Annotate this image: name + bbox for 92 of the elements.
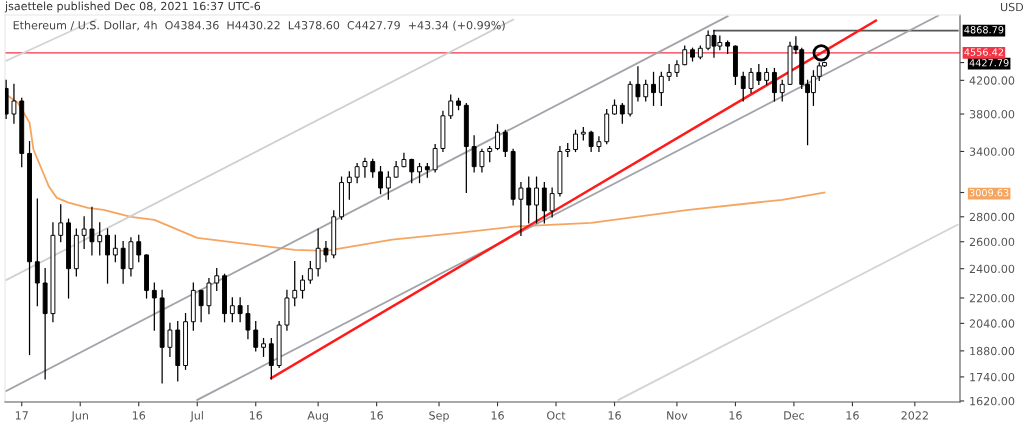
candlestick [346, 171, 352, 200]
y-axis-title: USD [1000, 2, 1024, 12]
y-tick-label: 4200.00 [969, 76, 1015, 85]
candlestick [502, 129, 508, 158]
candlestick [354, 162, 360, 184]
candlestick [748, 67, 754, 94]
candlestick [292, 261, 298, 307]
y-tick-label: 1880.00 [970, 346, 1015, 356]
candlestick [596, 136, 602, 153]
x-tick-label: 2022 [901, 411, 928, 420]
candlestick [112, 234, 118, 263]
y-tick-label: 3800.00 [969, 110, 1015, 119]
candlestick [378, 166, 383, 195]
data-label: 4868.79 [964, 26, 1004, 34]
candlestick [643, 79, 649, 102]
candlestick [471, 135, 477, 173]
candlestick [120, 241, 126, 284]
candlestick [534, 176, 539, 224]
x-tick-label: 16 [249, 411, 263, 420]
candlestick [136, 234, 142, 263]
y-tick-label: 2600.00 [969, 237, 1015, 247]
x-tick-label: 17 [15, 411, 28, 420]
candlestick [756, 64, 762, 85]
candlestick [518, 181, 524, 236]
x-tick-label: 16 [132, 411, 146, 420]
candlestick [206, 278, 212, 315]
candlestick [666, 64, 672, 81]
candlestick [448, 94, 454, 120]
y-tick-label: 2400.00 [969, 264, 1015, 274]
candlestick [526, 176, 532, 224]
candlestick [315, 228, 321, 277]
y-tick-label: 3400.00 [969, 147, 1015, 156]
candlestick [479, 148, 485, 173]
x-tick-label: Oct [547, 411, 566, 420]
candlestick [682, 45, 688, 66]
x-tick-label: 16 [491, 411, 504, 420]
candlestick [658, 71, 664, 106]
candlestick [385, 171, 391, 200]
candlestick [237, 297, 243, 323]
candlestick [651, 71, 656, 106]
candlestick [432, 143, 438, 173]
candlestick [245, 305, 251, 340]
y-tick-label: 3009.63 [969, 188, 1009, 197]
candlestick [89, 206, 95, 256]
candlestick [11, 83, 17, 124]
candlestick [588, 130, 594, 153]
candlestick [81, 216, 87, 249]
candlestick [253, 321, 259, 352]
candlestick [307, 261, 313, 284]
candlestick [167, 322, 173, 357]
x-tick-label: Jul [189, 411, 203, 422]
y-tick-label: 2200.00 [969, 293, 1015, 303]
x-tick-label: Sep [429, 411, 449, 422]
x-tick-label: 16 [846, 411, 859, 420]
candlestick [97, 222, 103, 256]
y-tick-label: 2040.00 [969, 319, 1015, 328]
candlestick [573, 129, 578, 153]
candlestick [771, 67, 777, 102]
candlestick [214, 268, 220, 292]
y-tick-label: 1620.00 [970, 396, 1015, 406]
chart-title: Ethereum / U.S. Dollar, 4h O4384.36 H4430.22 L4378.60 C4427.79 +43.34 (+0.99%) [13, 20, 505, 31]
x-tick-label: Dec [784, 411, 804, 420]
candlestick [34, 198, 40, 307]
x-tick-label: 16 [729, 411, 742, 420]
candlestick [151, 282, 157, 331]
candlestick [300, 275, 305, 299]
candlestick [417, 162, 422, 184]
candlestick [619, 102, 625, 124]
x-tick-label: 16 [608, 411, 621, 420]
x-tick-label: Jun [70, 411, 88, 422]
text: jsaettele published Dec 08, 2021 16:37 UTC-6 [4, 1, 261, 13]
candlestick [105, 228, 110, 284]
y-tick-label: 2800.00 [969, 212, 1015, 222]
candlestick [362, 157, 368, 178]
candlestick [541, 181, 547, 224]
candlestick [549, 187, 555, 218]
candlestick [740, 71, 746, 102]
candlestick [58, 204, 64, 243]
candlestick [198, 289, 204, 323]
y-tick-label: 1740.00 [970, 372, 1015, 382]
candlestick [779, 79, 785, 102]
y-tick-label: 4427.79 [969, 59, 1009, 67]
candlestick [495, 124, 500, 151]
x-tick-label: Nov [667, 411, 688, 420]
candlestick [229, 297, 235, 323]
candlestick [409, 158, 415, 184]
candlestick [323, 241, 329, 263]
x-tick-label: 16 [370, 411, 383, 420]
candlestick [268, 337, 274, 380]
ref-line-label: 4556.42 [964, 48, 1004, 56]
candlestick [635, 66, 641, 102]
x-tick-label: Aug [307, 411, 328, 422]
